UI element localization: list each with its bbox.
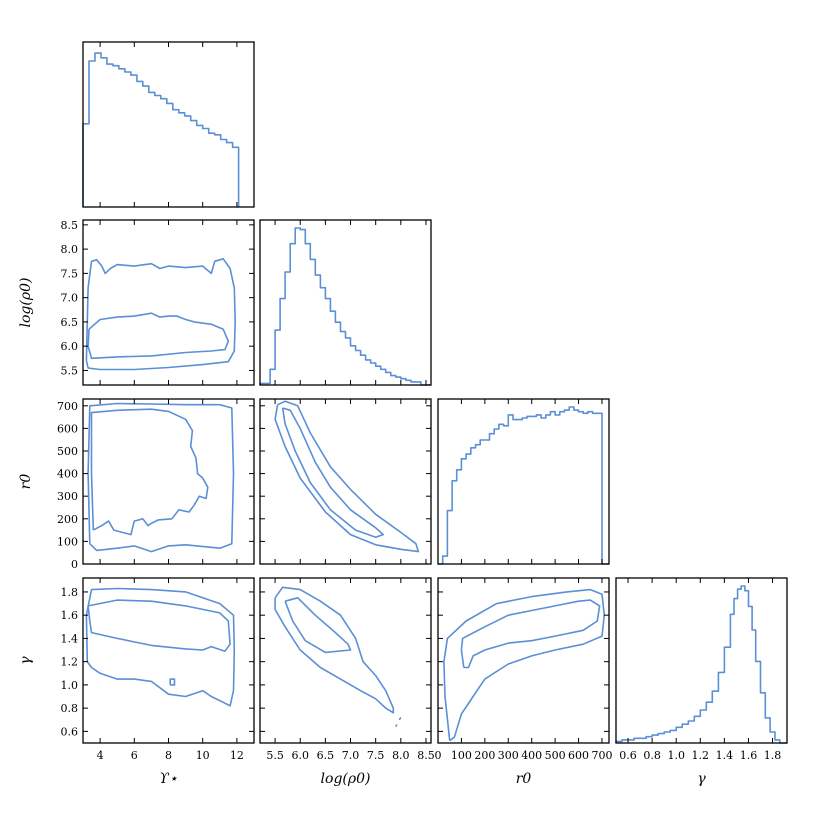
contour-gamma-vs-Upsilon_star-blob-2	[169, 678, 176, 686]
tick-label-y-r0: 0	[71, 558, 78, 571]
histogram-Upsilon_star	[82, 52, 240, 207]
tick-label-y-log_rho0: 7.5	[61, 267, 79, 280]
panel-frame-Upsilon_star-Upsilon_star	[82, 41, 255, 208]
tick-label-y-gamma: 1.0	[61, 679, 79, 692]
contour-gamma-vs-log_rho0-inner-0	[284, 596, 352, 654]
tick-label-x-Upsilon_star: 10	[196, 749, 210, 762]
histogram-gamma	[615, 585, 787, 744]
tick-label-x-gamma: 1.0	[667, 749, 685, 762]
panel-frame-gamma-r0	[437, 577, 610, 744]
contour-gamma-vs-Upsilon_star-inner-0	[87, 599, 231, 653]
histogram-r0	[438, 406, 609, 565]
axis-label-x-gamma: γ	[697, 771, 706, 787]
axis-label-x-r0: r0	[516, 771, 532, 787]
tick-label-x-log_rho0: 7.5	[367, 749, 385, 762]
contour-gamma-vs-Upsilon_star-outer-1	[85, 587, 236, 707]
tick-label-y-r0: 500	[57, 445, 78, 458]
contour-log_rho0-vs-Upsilon_star-outer-1	[85, 257, 236, 371]
tick-label-x-gamma: 1.4	[716, 749, 734, 762]
tick-label-y-r0: 200	[57, 513, 78, 526]
contour-gamma-vs-log_rho0-outer-1	[274, 586, 395, 714]
tick-label-y-gamma: 1.6	[61, 609, 79, 622]
contour-log_rho0-vs-Upsilon_star-inner-0	[87, 312, 230, 360]
tick-label-y-log_rho0: 6.5	[61, 316, 79, 329]
tick-label-x-r0: 300	[498, 749, 519, 762]
tick-label-x-r0: 400	[521, 749, 542, 762]
tick-label-x-Upsilon_star: 8	[165, 749, 172, 762]
tick-label-x-log_rho0: 6.5	[317, 749, 335, 762]
axis-label-y-r0: r0	[18, 474, 34, 490]
tick-label-x-log_rho0: 5.5	[266, 749, 284, 762]
tick-label-x-r0: 0	[435, 749, 442, 762]
tick-label-x-log_rho0: 7.0	[342, 749, 360, 762]
axis-label-y-gamma: γ	[18, 656, 34, 665]
tick-label-y-r0: 600	[57, 422, 78, 435]
tick-label-x-gamma: 1.2	[692, 749, 710, 762]
tick-label-y-r0: 700	[57, 400, 78, 413]
contour-r0-vs-log_rho0-outer-1	[274, 400, 420, 553]
tick-label-y-log_rho0: 8.0	[61, 243, 79, 256]
axis-label-x-log_rho0: log(ρ0)	[321, 771, 371, 787]
tick-label-x-Upsilon_star: 4	[97, 749, 104, 762]
tick-label-x-r0: 500	[545, 749, 566, 762]
tick-label-x-log_rho0: 6.0	[291, 749, 309, 762]
axis-label-y-log_rho0: log(ρ0)	[18, 278, 34, 328]
axis-label-x-Upsilon_star: ϒ⋆	[159, 771, 178, 787]
tick-label-y-r0: 400	[57, 468, 78, 481]
tick-label-x-r0: 600	[568, 749, 589, 762]
tick-label-x-r0: 700	[591, 749, 612, 762]
tick-label-x-gamma: 1.8	[764, 749, 782, 762]
panel-frame-log_rho0-log_rho0	[259, 219, 432, 386]
tick-label-x-Upsilon_star: 6	[131, 749, 138, 762]
tick-label-x-gamma: 0.6	[619, 749, 637, 762]
tick-label-x-r0: 200	[474, 749, 495, 762]
panel-frame-gamma-log_rho0	[259, 577, 432, 744]
tick-label-x-r0: 100	[451, 749, 472, 762]
contour-gamma-vs-log_rho0-dot-2	[398, 716, 402, 721]
tick-label-x-gamma: 1.6	[740, 749, 758, 762]
tick-label-y-gamma: 1.2	[61, 656, 79, 669]
panel-frame-r0-r0	[437, 398, 610, 565]
tick-label-y-log_rho0: 6.0	[61, 340, 79, 353]
tick-label-y-log_rho0: 7.0	[61, 292, 79, 305]
histogram-log_rho0	[259, 227, 431, 386]
tick-label-y-gamma: 1.8	[61, 586, 79, 599]
panel-frame-gamma-gamma	[615, 577, 788, 744]
panel-frame-r0-log_rho0	[259, 398, 432, 565]
contour-gamma-vs-r0-inner-0	[460, 599, 601, 669]
contour-r0-vs-log_rho0-inner-0	[281, 407, 385, 539]
tick-label-y-gamma: 1.4	[61, 632, 79, 645]
tick-label-y-r0: 100	[57, 535, 78, 548]
contour-r0-vs-Upsilon_star-outer-1	[87, 402, 235, 553]
tick-label-x-Upsilon_star: 12	[230, 749, 244, 762]
tick-label-y-log_rho0: 5.5	[61, 364, 79, 377]
tick-label-x-gamma: 0.8	[643, 749, 661, 762]
tick-label-y-gamma: 0.6	[61, 725, 79, 738]
contour-gamma-vs-log_rho0-dot-3	[395, 724, 398, 728]
tick-label-x-log_rho0: 8.0	[392, 749, 410, 762]
panel-frame-r0-Upsilon_star	[82, 398, 255, 565]
tick-label-y-log_rho0: 8.5	[61, 219, 79, 232]
tick-label-y-gamma: 0.8	[61, 702, 79, 715]
contour-r0-vs-Upsilon_star-inner-0	[90, 408, 209, 536]
tick-label-y-r0: 300	[57, 490, 78, 503]
tick-label-x-log_rho0: 8.5	[417, 749, 435, 762]
